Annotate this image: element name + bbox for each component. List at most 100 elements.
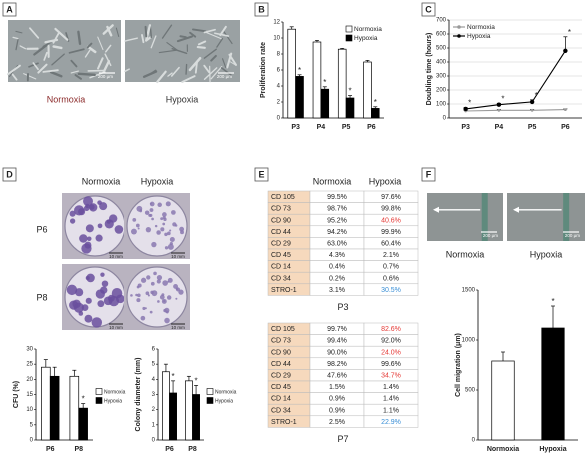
colony — [95, 289, 105, 299]
colony — [97, 300, 105, 308]
bar — [320, 88, 330, 119]
micrograph — [125, 20, 240, 82]
table-text: 3.1% — [329, 287, 345, 294]
colony — [97, 200, 102, 205]
cell — [37, 63, 48, 74]
micrograph — [427, 193, 503, 241]
colony — [156, 230, 161, 235]
colony — [169, 236, 175, 242]
colony — [142, 306, 146, 310]
y-tick-label: 200 — [436, 88, 447, 94]
significance-marker: * — [323, 78, 326, 87]
panel-letter: A — [6, 4, 13, 14]
y-tick-label: 4 — [277, 84, 281, 90]
bar — [312, 41, 322, 119]
colony — [135, 293, 138, 297]
bar — [491, 360, 515, 441]
cell — [124, 37, 138, 42]
x-tick-label: P3 — [291, 124, 300, 131]
x-tick-label: P8 — [74, 446, 83, 453]
cell — [104, 53, 112, 67]
point — [530, 108, 534, 112]
table-text: STRO-1 — [271, 419, 297, 426]
bar — [41, 366, 51, 441]
colony — [160, 217, 164, 221]
bar — [49, 375, 60, 441]
cell — [52, 45, 63, 50]
row-header: P8 — [36, 292, 47, 302]
colony — [85, 297, 92, 304]
cell — [196, 46, 206, 49]
table-text: 0.7% — [383, 264, 399, 271]
scale-bar-label: 200 μm — [483, 233, 498, 238]
point — [463, 106, 468, 112]
significance-marker: * — [82, 395, 85, 404]
y-tick-label: 2 — [277, 100, 281, 106]
cell — [23, 73, 37, 80]
cell — [15, 30, 23, 34]
legend-marker — [457, 25, 461, 29]
table-text: 98.2% — [327, 361, 347, 368]
cell — [158, 49, 177, 54]
image-label: Hypoxia — [166, 94, 199, 104]
panel-letter-box — [421, 167, 436, 182]
colony — [86, 273, 95, 283]
x-tick-label: P3 — [461, 124, 470, 131]
y-tick-label: 0 — [443, 116, 447, 122]
y-tick-label: 400 — [436, 60, 447, 66]
cell — [28, 62, 39, 68]
y-tick-label: 12 — [273, 20, 280, 26]
bar — [162, 371, 170, 441]
panel-letter-box — [421, 2, 436, 17]
cell — [50, 71, 63, 78]
colony — [109, 214, 118, 223]
colony — [97, 223, 103, 229]
table-text: 34.7% — [381, 373, 401, 380]
table-text: CD 34 — [271, 275, 291, 282]
table-text: 1.4% — [383, 396, 399, 403]
cell — [115, 27, 120, 38]
colony — [83, 205, 90, 212]
cell — [156, 70, 167, 84]
x-tick-label: P4 — [495, 124, 504, 131]
table-text: CD 90 — [271, 349, 291, 356]
colony — [162, 212, 167, 217]
legend-label: Normoxia — [467, 24, 495, 31]
table-text: CD 44 — [271, 229, 291, 236]
y-tick-label: 4 — [152, 377, 156, 383]
y-tick-label: 6 — [152, 347, 156, 353]
micrograph — [8, 20, 121, 82]
y-tick-label: 5 — [30, 422, 34, 428]
significance-marker: * — [468, 99, 471, 108]
cell — [203, 48, 217, 59]
legend-label: Hypoxia — [467, 33, 491, 40]
table-text: 99.6% — [381, 361, 401, 368]
cell — [144, 25, 148, 38]
cell — [203, 64, 210, 74]
colony — [154, 224, 158, 228]
cell — [150, 35, 157, 49]
cell — [86, 45, 97, 54]
y-tick-label: 300 — [436, 74, 447, 80]
cell — [70, 70, 80, 74]
x-tick-label: Hypoxia — [539, 446, 566, 453]
cell — [11, 72, 18, 81]
x-tick-label: Normoxia — [487, 446, 519, 453]
cell — [52, 32, 60, 44]
cell — [219, 25, 227, 37]
table-text: 98.7% — [327, 206, 347, 213]
legend-label: Normoxia — [215, 389, 237, 395]
y-tick-label: 0 — [152, 438, 156, 444]
bar — [295, 76, 304, 119]
table-text: 40.6% — [381, 217, 401, 224]
colony — [144, 210, 150, 215]
cell — [203, 67, 218, 80]
line — [465, 50, 566, 110]
colony — [145, 291, 150, 296]
cell — [176, 35, 194, 43]
y-tick-label: 1500 — [462, 288, 476, 294]
table-text: 0.9% — [329, 407, 345, 414]
x-tick-label: P6 — [561, 124, 570, 131]
legend-label: Hypoxia — [104, 398, 122, 404]
